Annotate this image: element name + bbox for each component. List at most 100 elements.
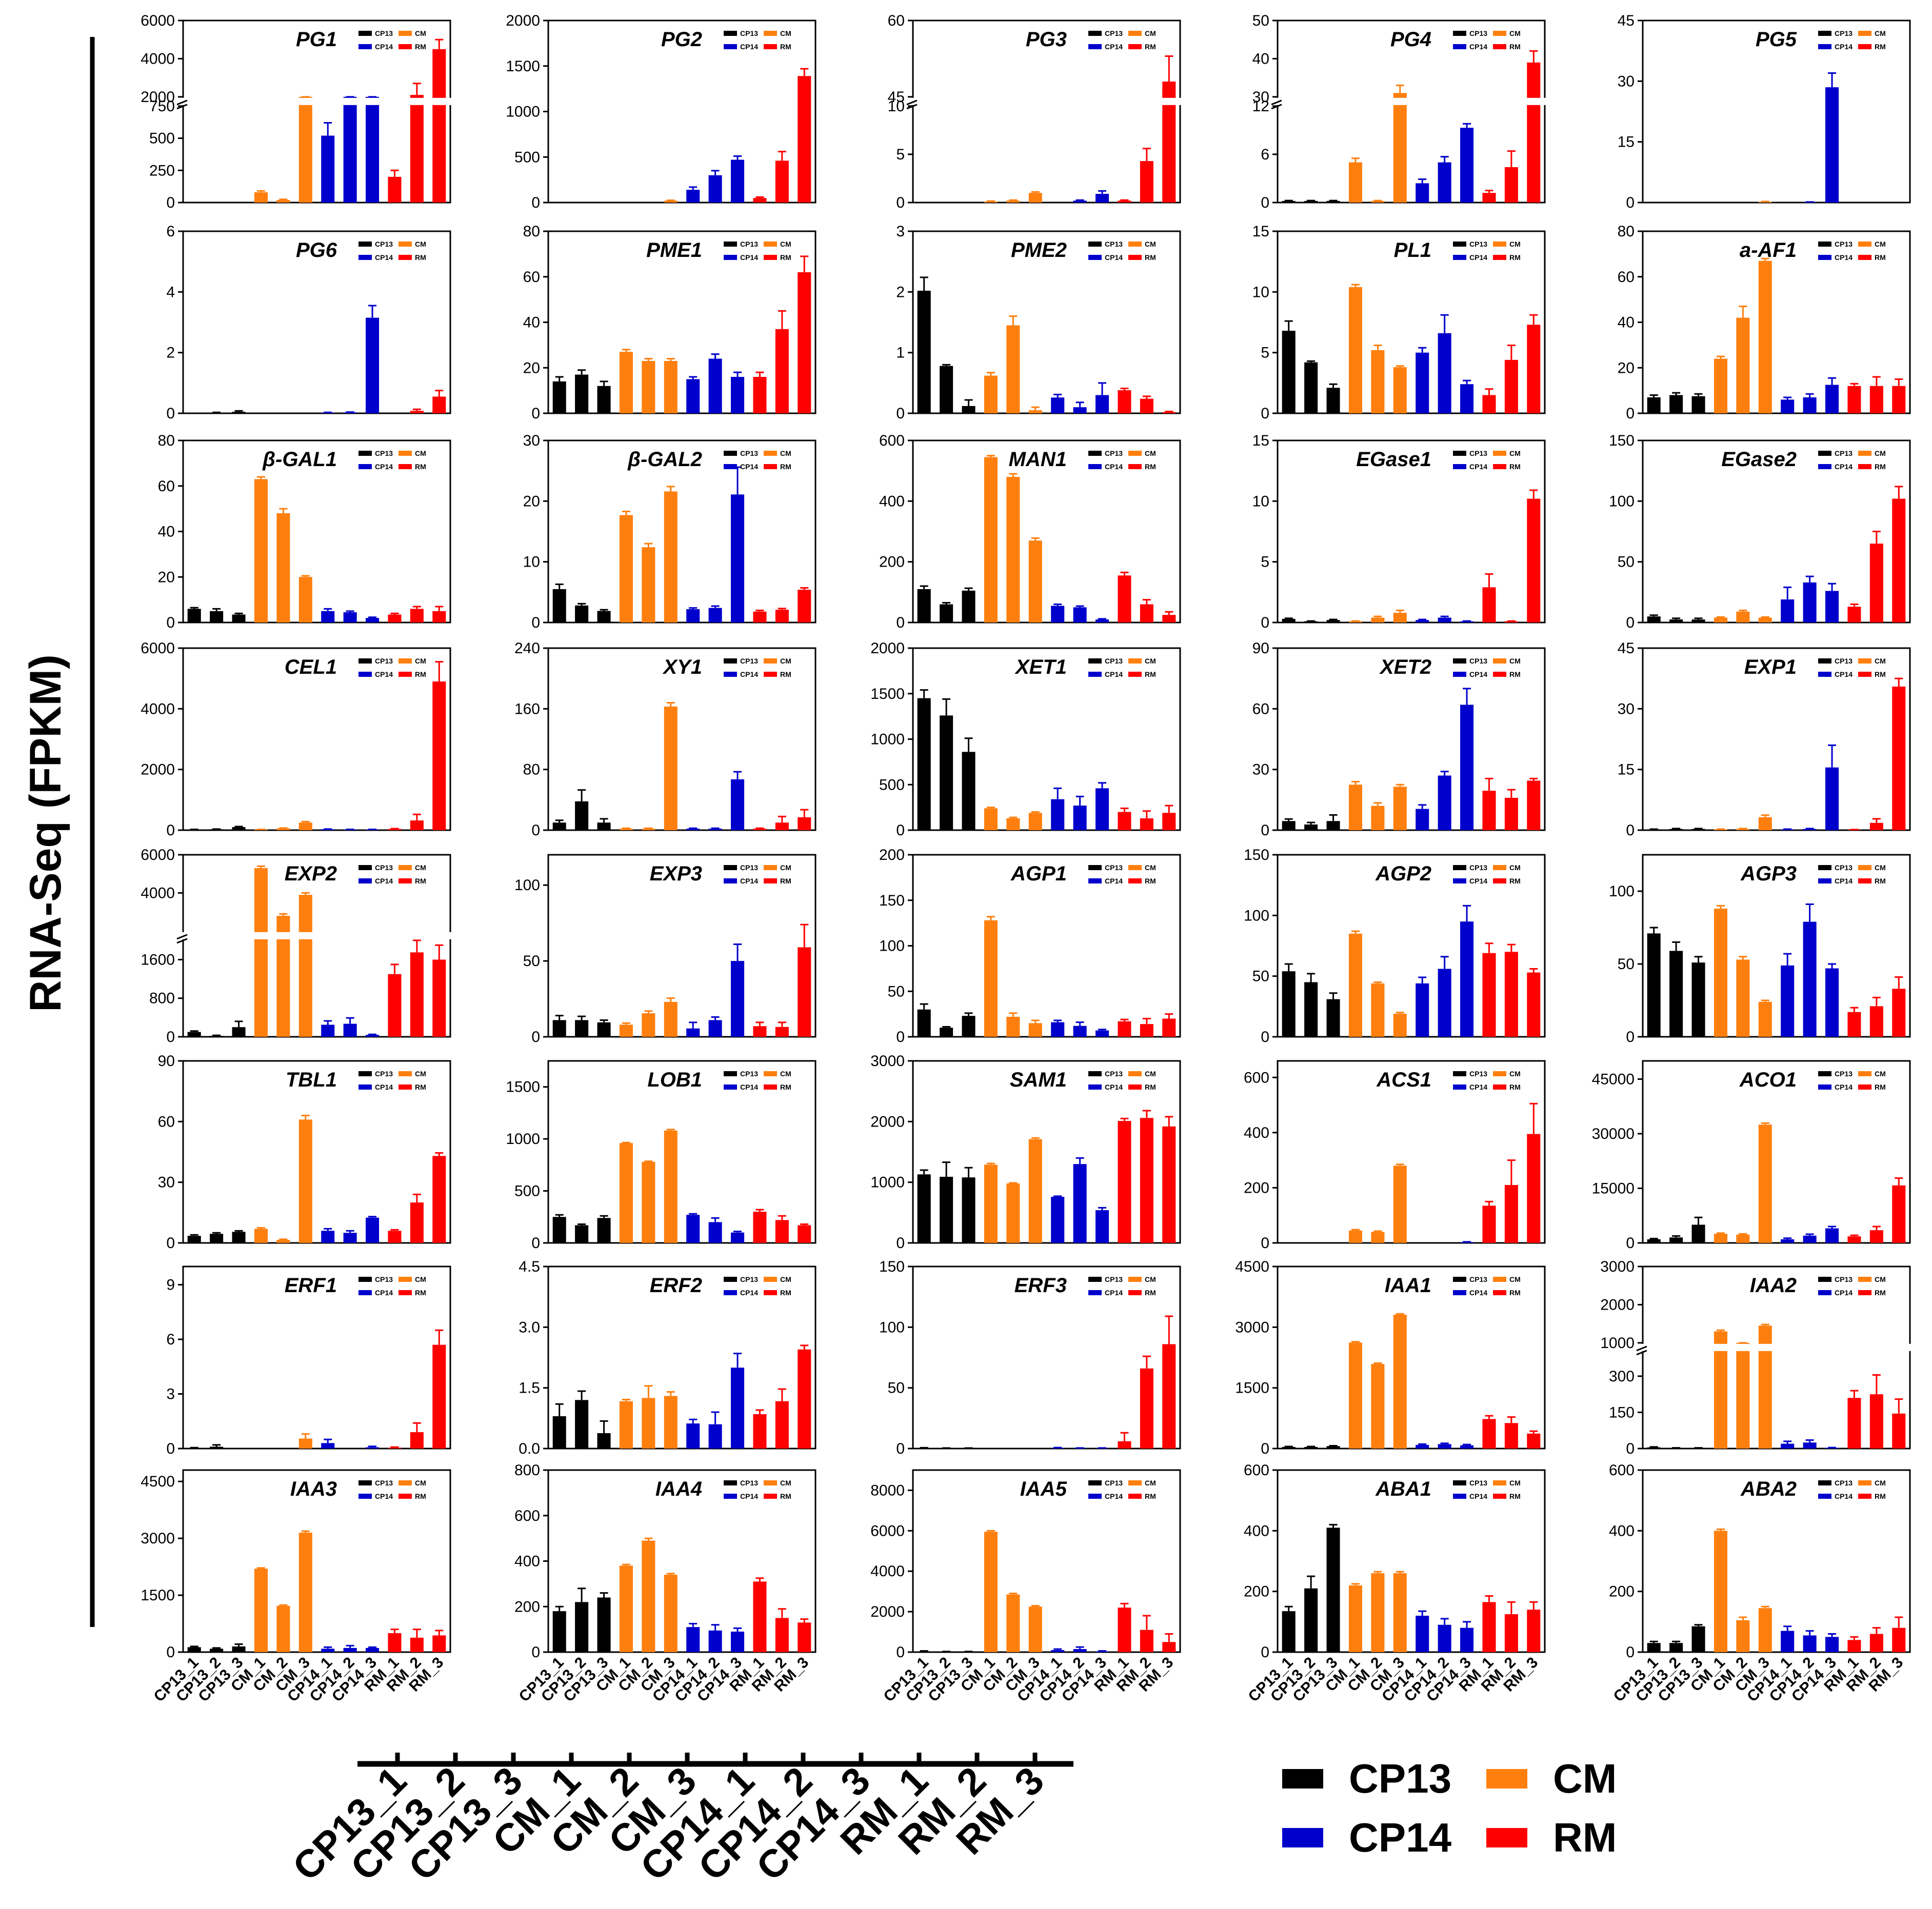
bar-cp14-2 [1803,397,1817,413]
bar-cp13-3 [1326,1446,1340,1449]
mini-legend-swatch [1858,255,1871,260]
y-tick-label: 200 [879,847,905,863]
y-tick-label: 3 [166,1386,175,1403]
panel-exp1: 0 15 30 45 EXP1 CP13 CM CP14 RM [1618,640,1911,839]
bar-rm-3 [1892,498,1906,622]
mini-legend-swatch [1858,451,1871,456]
mini-legend-swatch [1088,1071,1102,1076]
bar-cm-3 [1758,260,1772,413]
bar-cp13-3 [962,1177,975,1243]
mini-legend-swatch [1128,878,1142,883]
bar-rm-2 [775,329,789,413]
mini-legend-label: RM [415,1289,426,1297]
mini-legend-label: RM [780,43,791,51]
bar-cp14-3 [1825,968,1839,1037]
bar-rm-1 [1847,1012,1861,1037]
bar-cp14-1 [1781,599,1795,622]
mini-legend-swatch [399,242,412,247]
panel-title: AGP3 [1740,862,1797,885]
y-tick-label: 150 [1609,1404,1635,1421]
y-tick-label: 0 [1626,614,1635,631]
mini-legend-swatch [764,31,777,36]
mini-legend-label: RM [1145,670,1156,678]
panel-title: β-GAL2 [627,448,702,471]
plot-frame [182,19,451,204]
y-tick-label: 160 [514,700,540,717]
y-tick-label: 0 [166,1644,175,1661]
y-tick-label: 100 [1609,493,1635,510]
mini-legend-label: CM [415,863,426,872]
plot-frame [912,230,1181,414]
mini-legend-swatch [399,1071,412,1076]
mini-legend-swatch [1088,242,1102,247]
mini-legend-swatch [1493,255,1506,260]
y-tick-label: 30 [1252,89,1269,106]
bar-cp14-3 [1825,1228,1839,1243]
y-tick-label: 0 [1261,194,1269,211]
bar-rm-3 [1892,1185,1906,1243]
bar-rm-1 [1118,575,1131,622]
bar-cm-3 [1028,410,1042,413]
mini-legend-label: CM [1509,657,1521,665]
y-tick-label: 15 [1252,223,1269,240]
mini-legend-swatch [1088,878,1102,883]
bar-cp14-3 [366,317,380,413]
bar-cp14-3 [366,1035,380,1037]
bar-cm-1 [1348,1585,1362,1652]
y-tick-label: 6000 [141,640,175,657]
bar-cp14-2 [1073,1649,1087,1652]
mini-legend-swatch [764,242,777,247]
plot-frame [1642,19,1911,204]
bar-rm-1 [1847,1640,1861,1652]
bar-cp13-3 [1326,1528,1340,1652]
mini-legend-label: RM [780,1083,791,1091]
mini-legend-label: CP14 [1469,463,1487,471]
bar-cp14-1 [1416,620,1429,622]
bar-cp14-1 [1416,1444,1429,1449]
mini-legend-swatch [1858,865,1871,870]
y-tick-label: 45 [1618,12,1635,29]
bar-rm-3 [1527,498,1541,622]
mini-legend-swatch [764,672,777,677]
mini-legend-swatch [1128,658,1142,664]
bar-cp13-3 [232,827,246,830]
bar-cp13-2 [575,1225,589,1243]
bar-cp14-3 [1096,1210,1109,1243]
bar-cp14-3 [1096,1651,1109,1652]
bar-rm-1 [1847,607,1861,622]
bar-cp13-3 [232,1027,246,1037]
bar-cm-2 [1736,1620,1750,1652]
bar-cp13-1 [1647,933,1661,1037]
panel-iaa1: 0 1500 3000 4500 IAA1 CP13 CM CP14 RM [1235,1258,1546,1457]
y-tick-label: 1500 [506,58,540,75]
plot-frame [1277,230,1546,414]
mini-legend-label: CM [1145,1479,1156,1487]
bar-rm-1 [753,829,767,830]
bar-rm-1 [1118,812,1131,830]
mini-legend-label: CM [1875,29,1886,37]
y-tick-label: 2000 [870,1113,905,1130]
bar-cm-1 [1714,1531,1727,1652]
bar-rm-2 [410,820,424,830]
bar-cm-3 [1393,1314,1407,1449]
mini-legend-swatch [358,242,372,247]
bar-rm-2 [775,610,789,622]
bar-rm-1 [1482,1205,1496,1243]
mini-legend-swatch [1858,31,1871,36]
y-tick-label: 400 [879,493,905,510]
bar-rm-3 [1162,813,1176,830]
panel-title: XET2 [1379,656,1431,678]
mini-legend-swatch [1128,1290,1142,1295]
y-tick-label: 60 [1618,269,1635,286]
mini-legend-label: CP14 [1105,1289,1123,1297]
mini-legend-swatch [1818,464,1831,469]
y-tick-label: 0 [531,614,540,631]
mini-legend-swatch [764,658,777,664]
mini-legend-label: CP13 [740,1275,758,1283]
bar-cp13-3 [1691,396,1705,413]
bar-cm-3 [664,706,678,830]
bar-cp14-1 [1051,1022,1065,1037]
bar-cp14-3 [1825,87,1839,203]
bar-rm-2 [1140,818,1153,830]
